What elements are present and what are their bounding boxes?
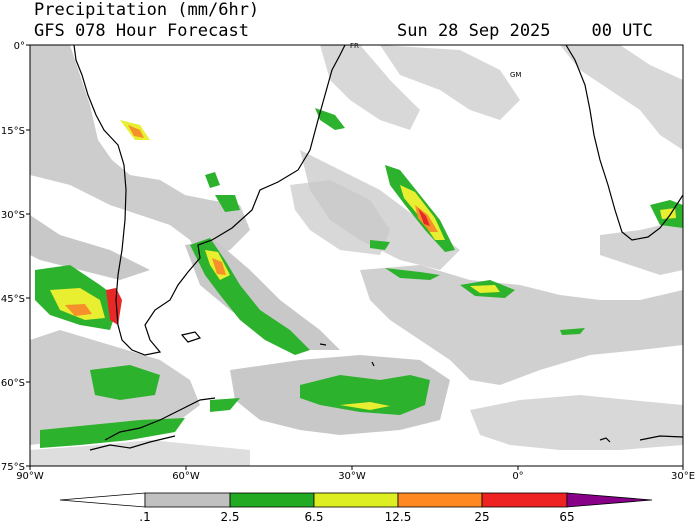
lon-tick-label: 30°E xyxy=(671,471,695,482)
lat-tick-label: 60°S xyxy=(1,378,25,389)
lon-axis xyxy=(29,466,684,470)
lat-tick-label: 15°S xyxy=(1,126,25,137)
colorbar-segment xyxy=(397,492,483,508)
light-precip-areas xyxy=(30,45,683,466)
colorbar-label: 2.5 xyxy=(220,510,239,524)
colorbar-labels: .1 2.5 6.5 12.5 25 65 xyxy=(139,510,574,524)
lon-tick-labels: 90°W 60°W 30°W 0° 30°E xyxy=(16,471,695,482)
lon-tick-label: 0° xyxy=(512,471,523,482)
place-label-gm: GM xyxy=(510,71,521,79)
precip-field xyxy=(30,45,683,466)
colorbar-label: 65 xyxy=(559,510,574,524)
place-label-fr: FR xyxy=(350,42,359,50)
colorbar-segment xyxy=(59,492,146,508)
lat-axis xyxy=(26,44,30,467)
colorbar-label: 6.5 xyxy=(304,510,323,524)
colorbar-label: 25 xyxy=(474,510,489,524)
colorbar-segment xyxy=(481,492,568,508)
valid-datetime: Sun 28 Sep 2025 00 UTC xyxy=(397,21,653,41)
map-title: Precipitation (mm/6hr) xyxy=(34,0,260,20)
lat-tick-label: 75°S xyxy=(1,462,25,473)
extreme-precip-areas xyxy=(106,208,430,325)
lon-tick-label: 30°W xyxy=(338,471,366,482)
lat-tick-label: 45°S xyxy=(1,294,25,305)
forecast-subtitle: GFS 078 Hour Forecast xyxy=(34,21,249,41)
coastlines xyxy=(73,45,683,451)
lat-tick-label: 30°S xyxy=(1,210,25,221)
lat-tick-labels: 0° 15°S 30°S 45°S 60°S 75°S xyxy=(1,41,25,473)
colorbar-segment xyxy=(313,492,399,508)
colorbar-segment xyxy=(144,492,231,508)
map-frame xyxy=(29,44,684,467)
colorbar-label: 12.5 xyxy=(385,510,412,524)
colorbar-label: .1 xyxy=(139,510,150,524)
lat-tick-label: 0° xyxy=(14,41,25,52)
colorbar-segment xyxy=(566,492,653,508)
colorbar-segment xyxy=(229,492,315,508)
lon-tick-label: 90°W xyxy=(16,471,44,482)
lon-tick-label: 60°W xyxy=(172,471,200,482)
colorbar xyxy=(59,492,653,508)
